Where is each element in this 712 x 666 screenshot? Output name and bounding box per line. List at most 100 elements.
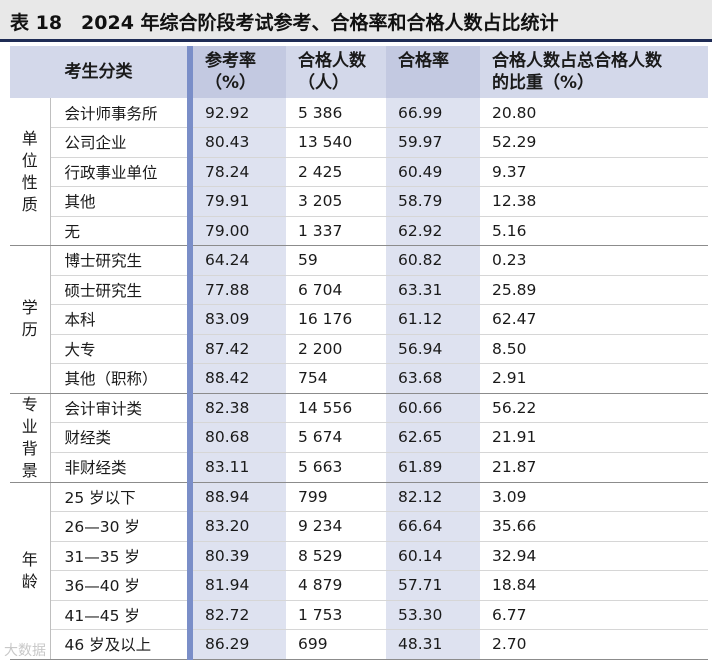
watermark: 大数据 <box>4 643 46 659</box>
share-cell: 20.80 <box>480 98 708 128</box>
passed-count-cell: 3 205 <box>286 186 386 217</box>
participation-rate-cell: 80.43 <box>187 127 286 158</box>
participation-rate-cell: 87.42 <box>187 334 286 364</box>
category-cell: 会计审计类 <box>50 393 190 424</box>
category-cell: 46 岁及以上 <box>50 629 190 660</box>
category-cell: 31—35 岁 <box>50 541 190 571</box>
table-row: 单位性质 会计师事务所 92.92 5 386 66.99 20.80 <box>10 98 708 246</box>
category-cell: 无 <box>50 216 190 246</box>
passed-count-cell: 1 337 <box>286 216 386 246</box>
header-participation-rate: 参考率 （%） <box>187 46 286 98</box>
passed-count-cell: 699 <box>286 629 386 660</box>
participation-rate-cell: 92.92 <box>187 98 286 128</box>
share-cell: 21.87 <box>480 452 708 483</box>
table-row: 硕士研究生 77.88 6 704 63.31 25.89 <box>10 275 708 305</box>
title-bar: 表 18 2024 年综合阶段考试参考、合格率和合格人数占比统计 <box>0 0 712 42</box>
share-cell: 35.66 <box>480 511 708 542</box>
pass-rate-cell: 63.68 <box>386 363 480 394</box>
passed-count-cell: 754 <box>286 363 386 394</box>
category-cell: 博士研究生 <box>50 245 190 276</box>
participation-rate-cell: 88.42 <box>187 363 286 394</box>
pass-rate-cell: 59.97 <box>386 127 480 158</box>
pass-rate-cell: 62.65 <box>386 422 480 453</box>
table-row: 本科 83.09 16 176 61.12 62.47 <box>10 304 708 335</box>
share-cell: 5.16 <box>480 216 708 246</box>
participation-rate-cell: 80.68 <box>187 422 286 453</box>
pass-rate-cell: 82.12 <box>386 482 480 512</box>
group-label-text: 专业背景 <box>21 394 38 480</box>
category-cell: 其他（职称） <box>50 363 190 394</box>
pass-rate-cell: 53.30 <box>386 600 480 630</box>
pass-rate-cell: 66.64 <box>386 511 480 542</box>
share-cell: 2.70 <box>480 629 708 660</box>
passed-count-cell: 5 674 <box>286 422 386 453</box>
pass-rate-cell: 61.12 <box>386 304 480 335</box>
share-cell: 32.94 <box>480 541 708 571</box>
participation-rate-cell: 82.38 <box>187 393 286 424</box>
category-cell: 大专 <box>50 334 190 364</box>
table-row: 年龄 25 岁以下 88.94 799 82.12 3.09 <box>10 482 708 660</box>
header-share: 合格人数占总合格人数 的比重（%） <box>480 46 708 98</box>
header-passed-count: 合格人数 （人） <box>286 46 386 98</box>
participation-rate-cell: 83.09 <box>187 304 286 335</box>
category-cell: 财经类 <box>50 422 190 453</box>
participation-rate-cell: 83.11 <box>187 452 286 483</box>
passed-count-cell: 2 200 <box>286 334 386 364</box>
passed-count-cell: 8 529 <box>286 541 386 571</box>
page-title: 表 18 2024 年综合阶段考试参考、合格率和合格人数占比统计 <box>10 12 559 34</box>
statistics-table: 考生分类 参考率 （%） 合格人数 （人） 合格率 合格人数占总合格人数 的比重… <box>10 46 708 660</box>
pass-rate-cell: 58.79 <box>386 186 480 217</box>
category-cell: 其他 <box>50 186 190 217</box>
pass-rate-cell: 63.31 <box>386 275 480 305</box>
passed-count-cell: 5 663 <box>286 452 386 483</box>
category-cell: 会计师事务所 <box>50 98 190 128</box>
category-cell: 26—30 岁 <box>50 511 190 542</box>
group-label-text: 年龄 <box>21 549 38 591</box>
table-row: 31—35 岁 80.39 8 529 60.14 32.94 <box>10 541 708 571</box>
table-row: 无 79.00 1 337 62.92 5.16 <box>10 216 708 246</box>
header-pass-rate: 合格率 <box>386 46 480 98</box>
group-label: 单位性质 <box>10 98 51 246</box>
share-cell: 21.91 <box>480 422 708 453</box>
share-cell: 25.89 <box>480 275 708 305</box>
group-label: 专业背景 <box>10 393 51 483</box>
passed-count-cell: 1 753 <box>286 600 386 630</box>
category-cell: 行政事业单位 <box>50 157 190 187</box>
participation-rate-cell: 64.24 <box>187 245 286 276</box>
passed-count-cell: 9 234 <box>286 511 386 542</box>
participation-rate-cell: 79.91 <box>187 186 286 217</box>
header-row: 考生分类 参考率 （%） 合格人数 （人） 合格率 合格人数占总合格人数 的比重… <box>10 46 708 98</box>
passed-count-cell: 6 704 <box>286 275 386 305</box>
pass-rate-cell: 48.31 <box>386 629 480 660</box>
participation-rate-cell: 78.24 <box>187 157 286 187</box>
category-cell: 公司企业 <box>50 127 190 158</box>
header-share-line2: 的比重（%） <box>492 73 595 93</box>
table-row: 非财经类 83.11 5 663 61.89 21.87 <box>10 452 708 483</box>
category-cell: 非财经类 <box>50 452 190 483</box>
pass-rate-cell: 66.99 <box>386 98 480 128</box>
table-row: 其他 79.91 3 205 58.79 12.38 <box>10 186 708 217</box>
pass-rate-cell: 56.94 <box>386 334 480 364</box>
passed-count-cell: 14 556 <box>286 393 386 424</box>
table-row: 46 岁及以上 86.29 699 48.31 2.70 <box>10 629 708 660</box>
table-row: 26—30 岁 83.20 9 234 66.64 35.66 <box>10 511 708 542</box>
group-label: 年龄 <box>10 482 51 660</box>
share-cell: 6.77 <box>480 600 708 630</box>
group-label: 学历 <box>10 245 51 394</box>
participation-rate-cell: 80.39 <box>187 541 286 571</box>
share-cell: 0.23 <box>480 245 708 276</box>
header-category: 考生分类 <box>10 46 190 98</box>
share-cell: 56.22 <box>480 393 708 424</box>
share-cell: 3.09 <box>480 482 708 512</box>
pass-rate-cell: 60.82 <box>386 245 480 276</box>
passed-count-cell: 799 <box>286 482 386 512</box>
table-row: 其他（职称） 88.42 754 63.68 2.91 <box>10 363 708 394</box>
share-cell: 9.37 <box>480 157 708 187</box>
passed-count-cell: 13 540 <box>286 127 386 158</box>
header-passed-line2: （人） <box>298 73 349 93</box>
table-row: 学历 博士研究生 64.24 59 60.82 0.23 <box>10 245 708 394</box>
header-share-line1: 合格人数占总合格人数 <box>492 51 662 71</box>
pass-rate-cell: 60.66 <box>386 393 480 424</box>
table-row: 大专 87.42 2 200 56.94 8.50 <box>10 334 708 364</box>
participation-rate-cell: 77.88 <box>187 275 286 305</box>
